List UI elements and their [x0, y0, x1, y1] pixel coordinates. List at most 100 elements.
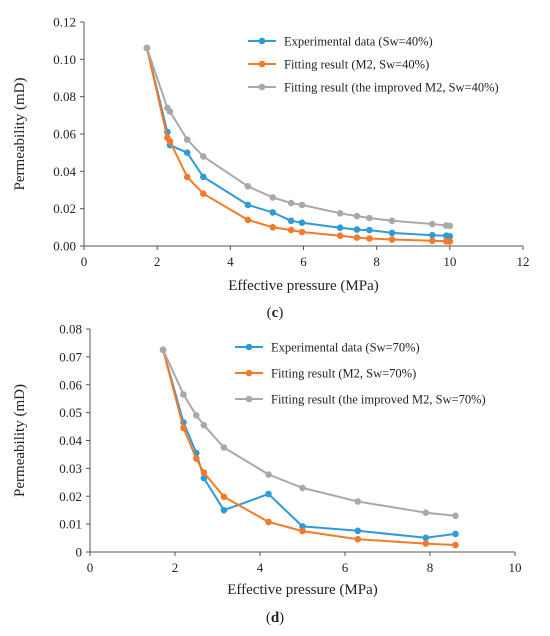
data-point-2 — [452, 512, 459, 520]
y-tick-label: 0.06 — [53, 127, 76, 142]
data-point-0 — [269, 209, 277, 216]
data-point-0 — [299, 523, 306, 530]
series-line-0 — [145, 47, 450, 238]
series-line-0 — [162, 349, 456, 539]
data-point-2 — [299, 484, 306, 492]
chart-panel-c: 0 2 4 6 8 10 12 0.00 0.02 0.04 0.06 0.08 0.10 0.12 Eff… — [12, 15, 530, 295]
data-point-2 — [287, 199, 295, 207]
y-tick-label: 0.07 — [59, 349, 82, 364]
data-point-1 — [336, 232, 344, 239]
legend-label-1: Fitting result (M2, Sw=70%) — [271, 367, 416, 381]
y-tick-label: 0 — [76, 545, 83, 560]
x-tick-label: 6 — [342, 560, 349, 575]
data-point-1 — [269, 224, 277, 231]
data-point-2 — [388, 217, 396, 225]
data-point-2 — [143, 44, 151, 52]
data-point-2 — [298, 201, 306, 209]
x-tick-label: 8 — [373, 254, 380, 269]
legend-label-0: Experimental data (Sw=40%) — [284, 35, 433, 49]
data-point-1 — [200, 469, 208, 476]
data-point-0 — [388, 229, 396, 237]
legend-label-0: Experimental data (Sw=70%) — [271, 341, 420, 355]
y-tick-label: 0.04 — [53, 164, 76, 179]
data-point-2 — [446, 222, 454, 230]
legend-marker-2 — [258, 83, 266, 91]
data-point-2 — [180, 391, 187, 398]
data-point-1 — [366, 235, 373, 242]
y-tick-label: 0.03 — [59, 461, 82, 476]
x-tick-label: 10 — [443, 254, 456, 269]
data-point-1 — [220, 493, 228, 501]
data-point-2 — [269, 194, 277, 201]
data-point-1 — [265, 518, 272, 526]
data-point-0 — [429, 231, 436, 239]
legend-marker-0 — [245, 343, 253, 351]
data-point-2 — [429, 220, 436, 228]
x-tick-label: 2 — [172, 560, 179, 575]
caption-c: (c) — [267, 305, 284, 321]
y-tick-label: 0.00 — [53, 239, 76, 254]
series-line-2 — [145, 47, 450, 227]
data-point-0 — [422, 534, 430, 542]
legend-marker-1 — [258, 60, 266, 68]
data-point-0 — [200, 474, 208, 482]
series-line-1 — [162, 349, 456, 546]
y-tick-label: 0.02 — [59, 489, 82, 504]
data-point-0 — [452, 530, 459, 538]
y-axis-title: Permeability (mD) — [12, 78, 28, 191]
data-point-2 — [336, 210, 344, 217]
data-point-1 — [244, 216, 252, 224]
data-point-1 — [183, 173, 191, 181]
data-point-2 — [244, 183, 252, 190]
data-point-1 — [429, 237, 436, 245]
data-point-0 — [353, 226, 361, 233]
data-point-2 — [200, 153, 207, 160]
x-tick-label: 0 — [87, 560, 94, 575]
legend-label-1: Fitting result (M2, Sw=40%) — [284, 58, 429, 72]
data-point-0 — [220, 506, 228, 514]
data-point-1 — [298, 228, 306, 236]
data-point-1 — [446, 238, 454, 245]
x-tick-label: 6 — [300, 254, 307, 269]
data-point-0 — [265, 490, 272, 498]
y-tick-label: 0.05 — [59, 405, 82, 420]
data-point-1 — [353, 234, 361, 241]
legend-marker-2 — [245, 395, 253, 403]
x-tick-label: 12 — [517, 254, 530, 269]
data-point-0 — [366, 226, 373, 234]
data-point-0 — [336, 224, 344, 231]
data-point-1 — [200, 190, 207, 197]
data-point-2 — [166, 108, 174, 115]
data-point-2 — [422, 509, 430, 516]
data-point-2 — [159, 346, 167, 354]
data-point-2 — [265, 471, 272, 478]
legend-label-2: Fitting result (the improved M2, Sw=70%) — [271, 393, 486, 407]
data-point-2 — [353, 212, 361, 220]
series-line-1 — [145, 47, 450, 243]
series-line-2 — [162, 349, 456, 517]
data-point-2 — [354, 498, 362, 505]
x-tick-label: 0 — [81, 254, 88, 269]
y-tick-label: 0.10 — [53, 52, 76, 67]
data-point-0 — [446, 233, 454, 240]
x-axis-title: Effective pressure (MPa) — [227, 582, 378, 598]
data-point-0 — [183, 149, 191, 156]
y-tick-label: 0.08 — [59, 322, 82, 337]
data-point-0 — [298, 219, 306, 226]
data-point-2 — [366, 214, 373, 222]
x-tick-label: 4 — [227, 254, 234, 269]
y-tick-label: 0.02 — [53, 201, 76, 216]
data-point-0 — [287, 217, 295, 225]
data-point-1 — [166, 138, 174, 145]
data-point-2 — [200, 421, 208, 429]
x-tick-label: 4 — [257, 560, 264, 575]
data-point-2 — [220, 444, 228, 451]
x-tick-label: 2 — [154, 254, 161, 269]
data-point-1 — [180, 424, 187, 432]
x-tick-label: 8 — [427, 560, 434, 575]
data-point-2 — [193, 412, 200, 419]
legend-marker-1 — [245, 369, 253, 377]
legend-marker-0 — [258, 37, 266, 45]
y-tick-label: 0.12 — [53, 15, 76, 30]
